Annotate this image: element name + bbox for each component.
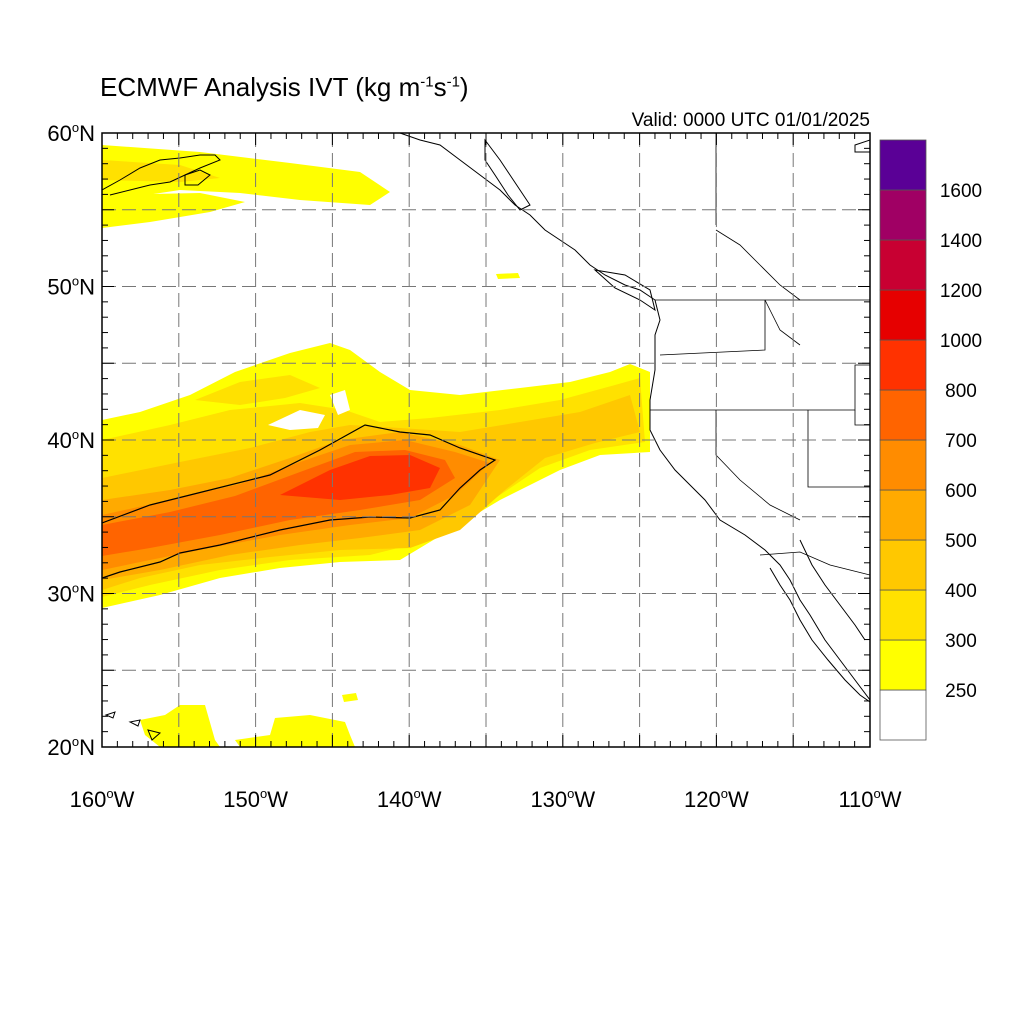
lon-tick-label: 120oW [684,786,749,812]
ivt-region-south-2 [235,715,355,747]
vancouver-island [593,269,656,312]
california-nevada-border [715,410,801,521]
colorbar-box [879,589,927,641]
gulf-of-california-coast [799,539,866,641]
ivt-shading [102,145,650,747]
alaska-peninsula-coast [102,154,221,196]
idaho-border [764,299,801,346]
axis-ticks [101,132,871,748]
ivt-region-river-800 [280,455,440,500]
baja-california [769,567,870,703]
nevada-arizona-border [807,410,870,488]
political-borders [650,133,870,576]
oregon-california-border [650,364,870,411]
ivt-contour-800 [102,424,497,579]
colorbar-box [879,239,927,291]
colorbar-label: 1000 [940,331,982,352]
coastlines [102,133,870,741]
latitude-labels: 60oN 50oN 40oN 30oN 20oN [47,120,95,760]
lon-tick-label: 130oW [530,786,595,812]
lon-tick-label: 160oW [70,786,135,812]
colorbar-box [879,189,927,241]
us-mexico-border [759,551,870,576]
lon-tick-label: 110oW [838,786,901,812]
hawaii-island-1 [104,711,116,719]
lon-tick-label: 140oW [377,786,442,812]
graticule [102,133,870,747]
lat-tick-label: 30oN [47,581,95,607]
colorbar-label: 1600 [940,181,982,202]
valid-time-label: Valid: 0000 UTC 01/01/2025 [631,110,870,131]
colorbar-box [879,639,927,691]
ivt-region-hole-1 [268,410,325,430]
colorbar-label: 300 [945,631,977,652]
north-america-coast [399,133,870,701]
colorbar-label: 600 [945,481,977,502]
ivt-region-gulf-south [102,193,245,228]
canada-coast-range [715,229,801,301]
ivt-region-upper-300 [195,375,320,405]
colorbar-label: 800 [945,381,977,402]
colorbar-label: 1200 [940,281,982,302]
alaska-coast-ne [854,139,870,153]
lon-tick-label: 150oW [223,786,288,812]
hawaii-island-3 [147,729,162,741]
lat-tick-label: 20oN [47,734,95,760]
map-title: ECMWF Analysis IVT (kg m-1s-1) [100,72,469,102]
colorbar-label: 500 [945,531,977,552]
hawaii-island-2 [128,719,141,727]
colorbar-box [879,289,927,341]
kodiak-island [184,169,211,186]
southeast-alaska-islands [484,138,531,211]
ivt-region-south-1 [140,705,220,747]
lat-tick-label: 40oN [47,427,95,453]
ivt-region-gulf-north [102,145,390,205]
ivt-region-gulf-north-inner [102,160,220,182]
lat-tick-label: 50oN [47,274,95,300]
utah-colorado-border [854,410,870,426]
lat-tick-label: 60oN [47,120,95,146]
colorbar-label: 250 [945,681,977,702]
colorbar-box [879,539,927,591]
ivt-region-hole-2 [330,390,350,415]
ivt-region-small-patch [496,273,520,279]
ivt-region-south-3 [342,693,358,702]
colorbar-box [879,689,927,741]
colorbar-box [879,389,927,441]
colorbar-box [879,339,927,391]
ivt-colorbar: 250 300 400 500 600 700 800 1000 1200 1400 1600 [879,139,982,741]
longitude-labels: 160oW 150oW 140oW 130oW 120oW 110oW [70,786,902,812]
washington-oregon-border [659,300,766,356]
colorbar-label: 1400 [940,231,982,252]
colorbar-box [879,489,927,541]
colorbar-box [879,439,927,491]
colorbar-label: 700 [945,431,977,452]
colorbar-label: 400 [945,581,977,602]
colorbar-box [879,139,927,191]
